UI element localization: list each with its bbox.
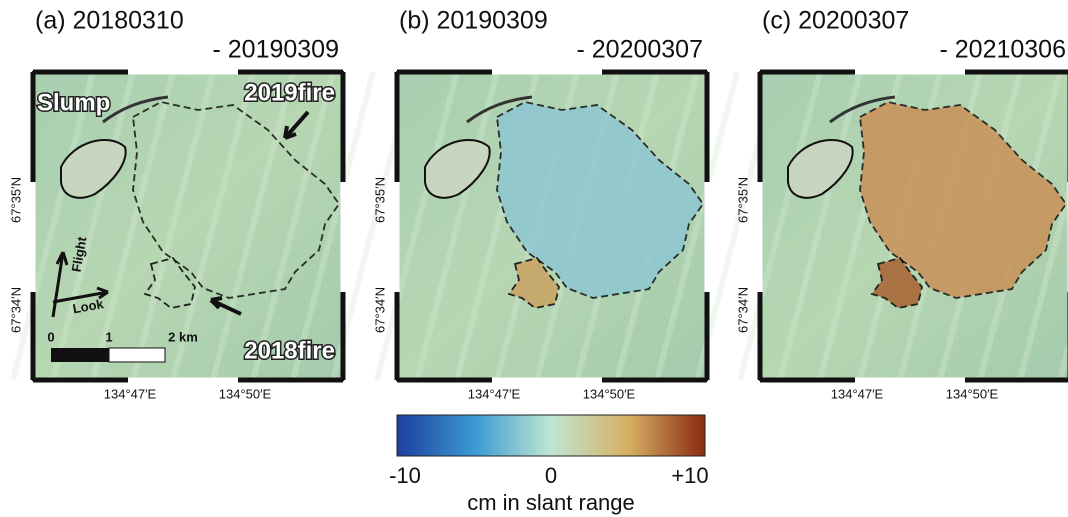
- slump-label: Slump: [37, 89, 110, 116]
- latitude-label: 67°35′N: [372, 177, 387, 223]
- panel-subtitle: - 20210306: [939, 36, 1066, 64]
- longitude-label: 134°47′E: [104, 386, 157, 401]
- scale-bar-black: [51, 348, 109, 362]
- longitude-label: 134°50′E: [219, 386, 272, 401]
- longitude-label: 134°50′E: [946, 386, 999, 401]
- latitude-label: 67°34′N: [8, 287, 23, 333]
- scale-bar-white: [109, 348, 165, 362]
- panel-subtitle: - 20190309: [212, 36, 339, 64]
- panel-subtitle: - 20200307: [576, 36, 703, 64]
- fire-2018-label: 2018fire: [244, 337, 335, 364]
- scale-label: 1: [105, 329, 112, 344]
- latitude-label: 67°34′N: [372, 287, 387, 333]
- panel-title: (b) 20190309: [399, 7, 548, 35]
- map-panel: (b) 20190309 - 20200307 67°35′N 67°34′N 134°…: [372, 7, 777, 402]
- longitude-label: 134°50′E: [583, 386, 636, 401]
- figure: -10 0 +10 cm in slant range (a) 20180310…: [0, 0, 1068, 517]
- panel-title: (a) 20180310: [35, 7, 184, 35]
- colorbar-tick: 0: [545, 463, 557, 488]
- colorbar-tick: -10: [389, 463, 421, 488]
- fire-2019-label: 2019fire: [244, 79, 335, 106]
- longitude-label: 134°47′E: [468, 386, 521, 401]
- latitude-label: 67°35′N: [8, 177, 23, 223]
- scale-label: 0: [47, 329, 54, 344]
- panel-title: (c) 20200307: [762, 7, 909, 35]
- map: [13, 72, 413, 380]
- latitude-label: 67°34′N: [735, 287, 750, 333]
- latitude-label: 67°35′N: [735, 177, 750, 223]
- map-panel: (a) 20180310 - 20190309 67°35′N 67°34′N 134°…: [8, 7, 413, 402]
- map: [377, 72, 777, 380]
- map-panel: (c) 20200307 - 20210306 67°35′N 67°34′N 134°…: [735, 7, 1068, 402]
- colorbar-tick: +10: [671, 463, 708, 488]
- colorbar-label: cm in slant range: [467, 490, 635, 515]
- scale-label: 2 km: [168, 329, 198, 344]
- colorbar: -10 0 +10 cm in slant range: [389, 415, 709, 515]
- longitude-label: 134°47′E: [831, 386, 884, 401]
- colorbar-ramp: [397, 415, 705, 456]
- map: [740, 72, 1068, 380]
